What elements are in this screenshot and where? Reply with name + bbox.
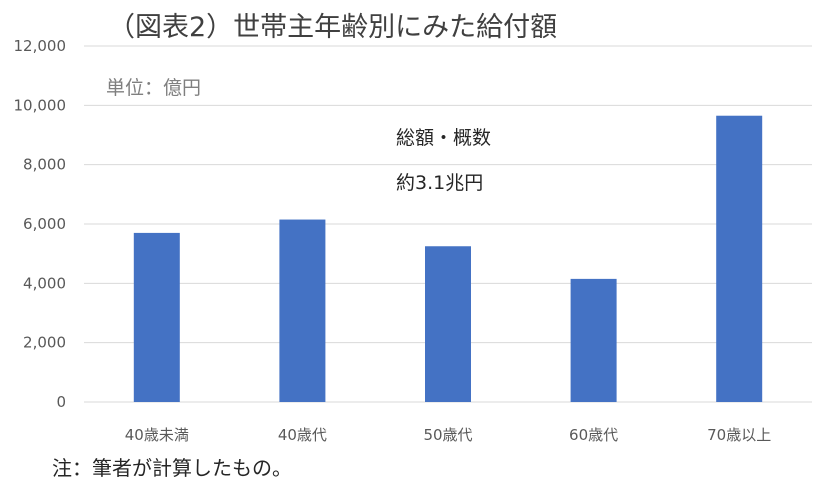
bars [133,115,763,402]
x-tick-label: 40歳未満 [125,426,189,444]
bar [716,115,763,402]
bar [279,219,326,402]
y-axis-tick-labels: 0 2,000 4,000 6,000 8,000 10,000 12,000 [14,37,67,411]
x-axis-tick-labels: 40歳未満 40歳代 50歳代 60歳代 70歳以上 [125,426,771,444]
annotation-total-label: 総額・概数 [396,127,491,149]
annotation-total-value: 約3.1兆円 [396,172,483,194]
bar [570,278,617,402]
x-tick-label: 50歳代 [423,426,472,444]
bar [425,246,471,402]
x-tick-label: 70歳以上 [707,426,771,444]
x-tick-label: 40歳代 [278,426,327,444]
y-tick-label: 4,000 [23,274,66,292]
y-tick-label: 6,000 [23,215,66,233]
footnote: 注：筆者が計算したもの。 [52,456,292,480]
bar [133,232,180,402]
y-tick-label: 8,000 [23,156,66,174]
y-tick-label: 2,000 [23,334,66,352]
y-tick-label: 12,000 [14,37,67,55]
unit-label: 単位：億円 [106,77,201,99]
chart-title: （図表2）世帯主年齢別にみた給付額 [108,12,557,43]
y-tick-label: 10,000 [14,96,67,114]
x-tick-label: 60歳代 [569,426,618,444]
y-tick-label: 0 [56,393,66,411]
